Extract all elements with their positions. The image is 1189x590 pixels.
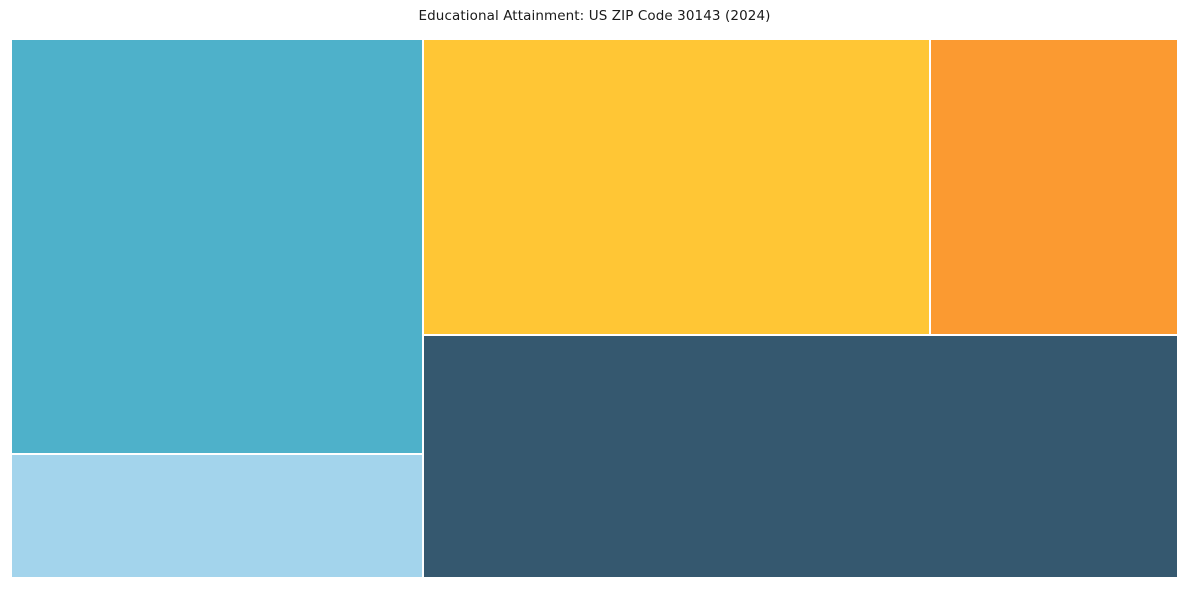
treemap-tile-4[interactable]: Less than high school diploma: [12, 454, 422, 577]
treemap-tile-2[interactable]: Bachelor's degree: [423, 40, 929, 334]
treemap-tile-0[interactable]: High school graduate (includes equivalen…: [423, 335, 1177, 577]
chart-title: Educational Attainment: US ZIP Code 3014…: [418, 8, 771, 24]
treemap-plot-area: High school graduate (includes equivalen…: [12, 40, 1177, 577]
treemap-tile-3[interactable]: Associate's degree: [930, 40, 1177, 334]
treemap-tile-1[interactable]: Some college, no degree: [12, 40, 422, 453]
